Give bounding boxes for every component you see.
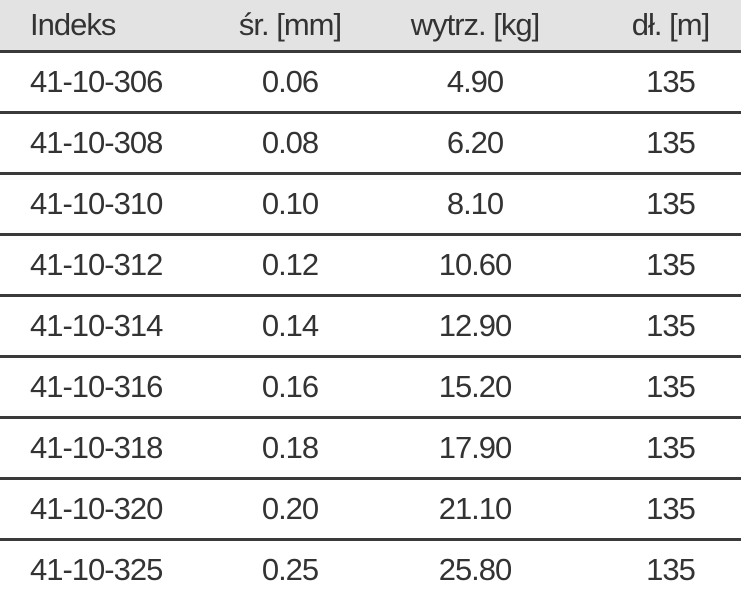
table-cell: 0.18 <box>230 415 350 478</box>
table-row: 41-10-306 0.06 4.90 135 <box>0 49 741 112</box>
table-cell: 41-10-312 <box>0 232 230 295</box>
header-cell: dł. [m] <box>631 6 710 42</box>
table-cell: 0.16 <box>230 354 350 417</box>
table-cell: 135 <box>600 232 741 295</box>
header-cell: Indeks <box>30 6 116 42</box>
table-cell: 41-10-306 <box>0 49 230 112</box>
table-cell: 4.90 <box>350 49 600 112</box>
table-row: 41-10-310 0.10 8.10 135 <box>0 171 741 234</box>
table-cell: 0.20 <box>230 476 350 539</box>
table-cell: 0.25 <box>230 537 350 600</box>
table-cell: 12.90 <box>350 293 600 356</box>
table-cell: 41-10-318 <box>0 415 230 478</box>
table-cell: 15.20 <box>350 354 600 417</box>
table-row: 41-10-314 0.14 12.90 135 <box>0 293 741 356</box>
table-row: 41-10-325 0.25 25.80 135 <box>0 537 741 600</box>
table-row: 41-10-308 0.08 6.20 135 <box>0 110 741 173</box>
table-cell: 41-10-310 <box>0 171 230 234</box>
table-cell: 8.10 <box>350 171 600 234</box>
header-cell: śr. [mm] <box>238 6 342 42</box>
table-cell: 41-10-314 <box>0 293 230 356</box>
table-cell: 135 <box>600 537 741 600</box>
table-body: 41-10-306 0.06 4.90 135 41-10-308 0.08 6.20 135… <box>0 49 741 600</box>
table-cell: 0.08 <box>230 110 350 173</box>
table-cell: 25.80 <box>350 537 600 600</box>
table-cell: 0.10 <box>230 171 350 234</box>
table-header: Indeks śr. [mm] wytrz. [kg] dł. [m] <box>0 0 741 51</box>
table-cell: 41-10-308 <box>0 110 230 173</box>
table-cell: 17.90 <box>350 415 600 478</box>
table-row: 41-10-320 0.20 21.10 135 <box>0 476 741 539</box>
table-cell: 0.06 <box>230 49 350 112</box>
table-cell: 135 <box>600 415 741 478</box>
table-cell: 135 <box>600 110 741 173</box>
table-cell: 6.20 <box>350 110 600 173</box>
table-cell: 21.10 <box>350 476 600 539</box>
table-cell: 135 <box>600 293 741 356</box>
table-cell: 0.12 <box>230 232 350 295</box>
table-cell: 0.14 <box>230 293 350 356</box>
table-cell: 41-10-325 <box>0 537 230 600</box>
table-row: 41-10-318 0.18 17.90 135 <box>0 415 741 478</box>
table-cell: 135 <box>600 354 741 417</box>
header-row: Indeks śr. [mm] wytrz. [kg] dł. [m] <box>0 0 741 51</box>
table-cell: 135 <box>600 49 741 112</box>
table-cell: 41-10-320 <box>0 476 230 539</box>
table-row: 41-10-316 0.16 15.20 135 <box>0 354 741 417</box>
table-cell: 41-10-316 <box>0 354 230 417</box>
header-cell: wytrz. [kg] <box>410 6 541 42</box>
table-cell: 135 <box>600 171 741 234</box>
table-cell: 10.60 <box>350 232 600 295</box>
table-row: 41-10-312 0.12 10.60 135 <box>0 232 741 295</box>
table-cell: 135 <box>600 476 741 539</box>
